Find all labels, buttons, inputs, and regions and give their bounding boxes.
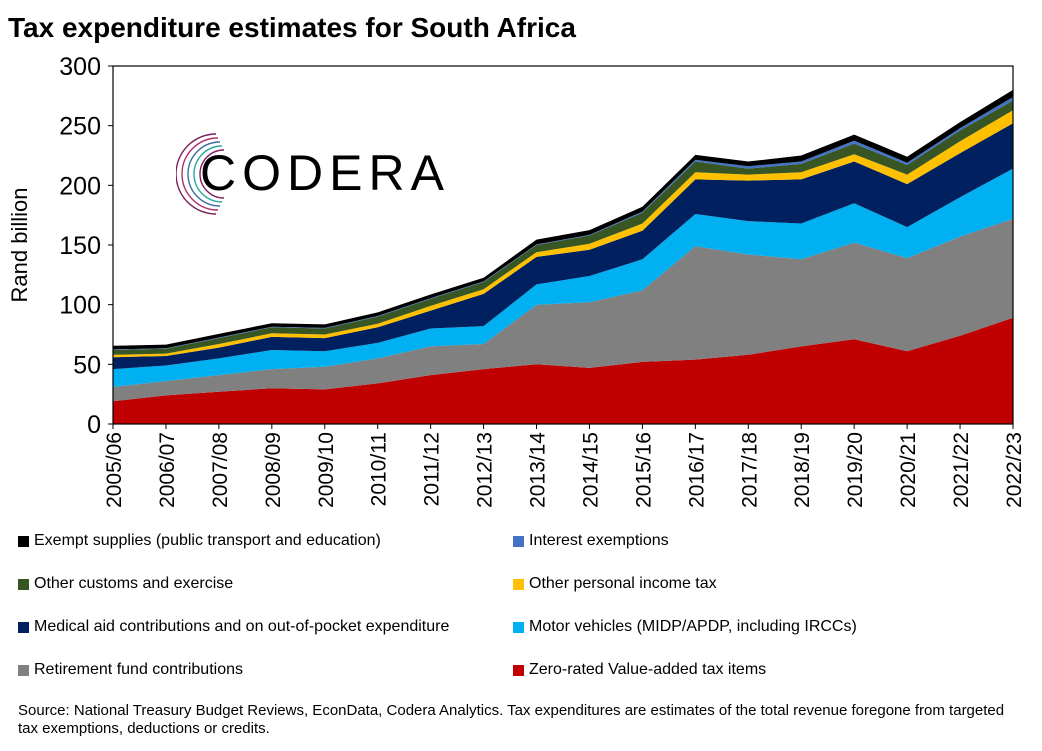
legend-label: Interest exemptions bbox=[529, 532, 669, 549]
logo-text: CODERA bbox=[200, 145, 450, 201]
legend-swatch bbox=[513, 535, 524, 547]
x-tick-label: 2019/20 bbox=[844, 432, 867, 508]
x-tick-label: 2017/18 bbox=[738, 432, 761, 508]
legend-label: Medical aid contributions and on out-of-… bbox=[34, 618, 450, 635]
legend-label: Other personal income tax bbox=[529, 575, 717, 592]
y-tick-label: 150 bbox=[59, 232, 101, 260]
x-tick-label: 2006/07 bbox=[156, 432, 179, 508]
x-tick-label: 2021/22 bbox=[950, 432, 973, 508]
legend-item: Zero-rated Value-added tax items bbox=[513, 661, 766, 679]
legend-item: Other personal income tax bbox=[513, 575, 717, 593]
legend-swatch bbox=[18, 578, 29, 590]
plot-area bbox=[113, 89, 1013, 424]
x-tick-label: 2005/06 bbox=[103, 432, 126, 508]
x-tick-label: 2016/17 bbox=[685, 432, 708, 508]
legend-swatch bbox=[513, 621, 524, 633]
legend-label: Other customs and exercise bbox=[34, 575, 234, 592]
legend-item: Motor vehicles (MIDP/APDP, including IRC… bbox=[513, 618, 857, 636]
x-tick-label: 2012/13 bbox=[474, 432, 497, 508]
y-axis-label: Rand billion bbox=[7, 188, 32, 303]
legend-item: Medical aid contributions and on out-of-… bbox=[18, 618, 449, 636]
axes: 0 50 100 150 200 250 300 2005/06 2006/07 2007/08 2… bbox=[7, 53, 1026, 508]
legend-swatch bbox=[18, 535, 29, 547]
y-tick-label: 0 bbox=[87, 411, 101, 439]
y-tick-label: 300 bbox=[59, 53, 101, 81]
series-area-0 bbox=[113, 317, 1013, 424]
x-tick-label: 2011/12 bbox=[421, 432, 444, 506]
y-tick-label: 50 bbox=[73, 351, 101, 379]
legend-swatch bbox=[513, 578, 524, 590]
x-tick-label: 2022/23 bbox=[1003, 432, 1026, 508]
chart-title: Tax expenditure estimates for South Afri… bbox=[8, 12, 576, 43]
legend-item: Exempt supplies (public transport and ed… bbox=[18, 532, 381, 550]
x-tick-label: 2010/11 bbox=[368, 432, 391, 506]
legend-label: Retirement fund contributions bbox=[34, 661, 243, 678]
y-tick-label: 200 bbox=[59, 172, 101, 200]
legend-swatch bbox=[513, 664, 524, 676]
legend-label: Zero-rated Value-added tax items bbox=[529, 661, 767, 678]
y-tick-label: 100 bbox=[59, 292, 101, 320]
legend-item: Interest exemptions bbox=[513, 532, 669, 550]
series-area-3 bbox=[113, 123, 1013, 370]
legend-label: Exempt supplies (public transport and ed… bbox=[34, 532, 381, 549]
x-tick-label: 2007/08 bbox=[209, 432, 232, 508]
x-tick-label: 2020/21 bbox=[897, 432, 920, 508]
x-tick-label: 2015/16 bbox=[632, 432, 655, 508]
x-tick-label: 2013/14 bbox=[527, 432, 550, 508]
x-tick-label: 2009/10 bbox=[315, 432, 338, 508]
legend-swatch bbox=[18, 621, 29, 633]
logo-ring-icon bbox=[176, 133, 225, 215]
series-area-1 bbox=[113, 218, 1013, 402]
legend-item: Other customs and exercise bbox=[18, 575, 233, 593]
series-area-2 bbox=[113, 168, 1013, 387]
y-tick-label: 250 bbox=[59, 113, 101, 141]
x-tick-label: 2018/19 bbox=[791, 432, 814, 508]
legend-label: Motor vehicles (MIDP/APDP, including IRC… bbox=[529, 618, 857, 635]
codera-logo: CODERA bbox=[176, 126, 466, 222]
x-tick-label: 2014/15 bbox=[579, 432, 602, 508]
legend-swatch bbox=[18, 664, 29, 676]
x-tick-label: 2008/09 bbox=[262, 432, 285, 508]
legend-item: Retirement fund contributions bbox=[18, 661, 243, 679]
source-note: Source: National Treasury Budget Reviews… bbox=[18, 702, 1005, 737]
